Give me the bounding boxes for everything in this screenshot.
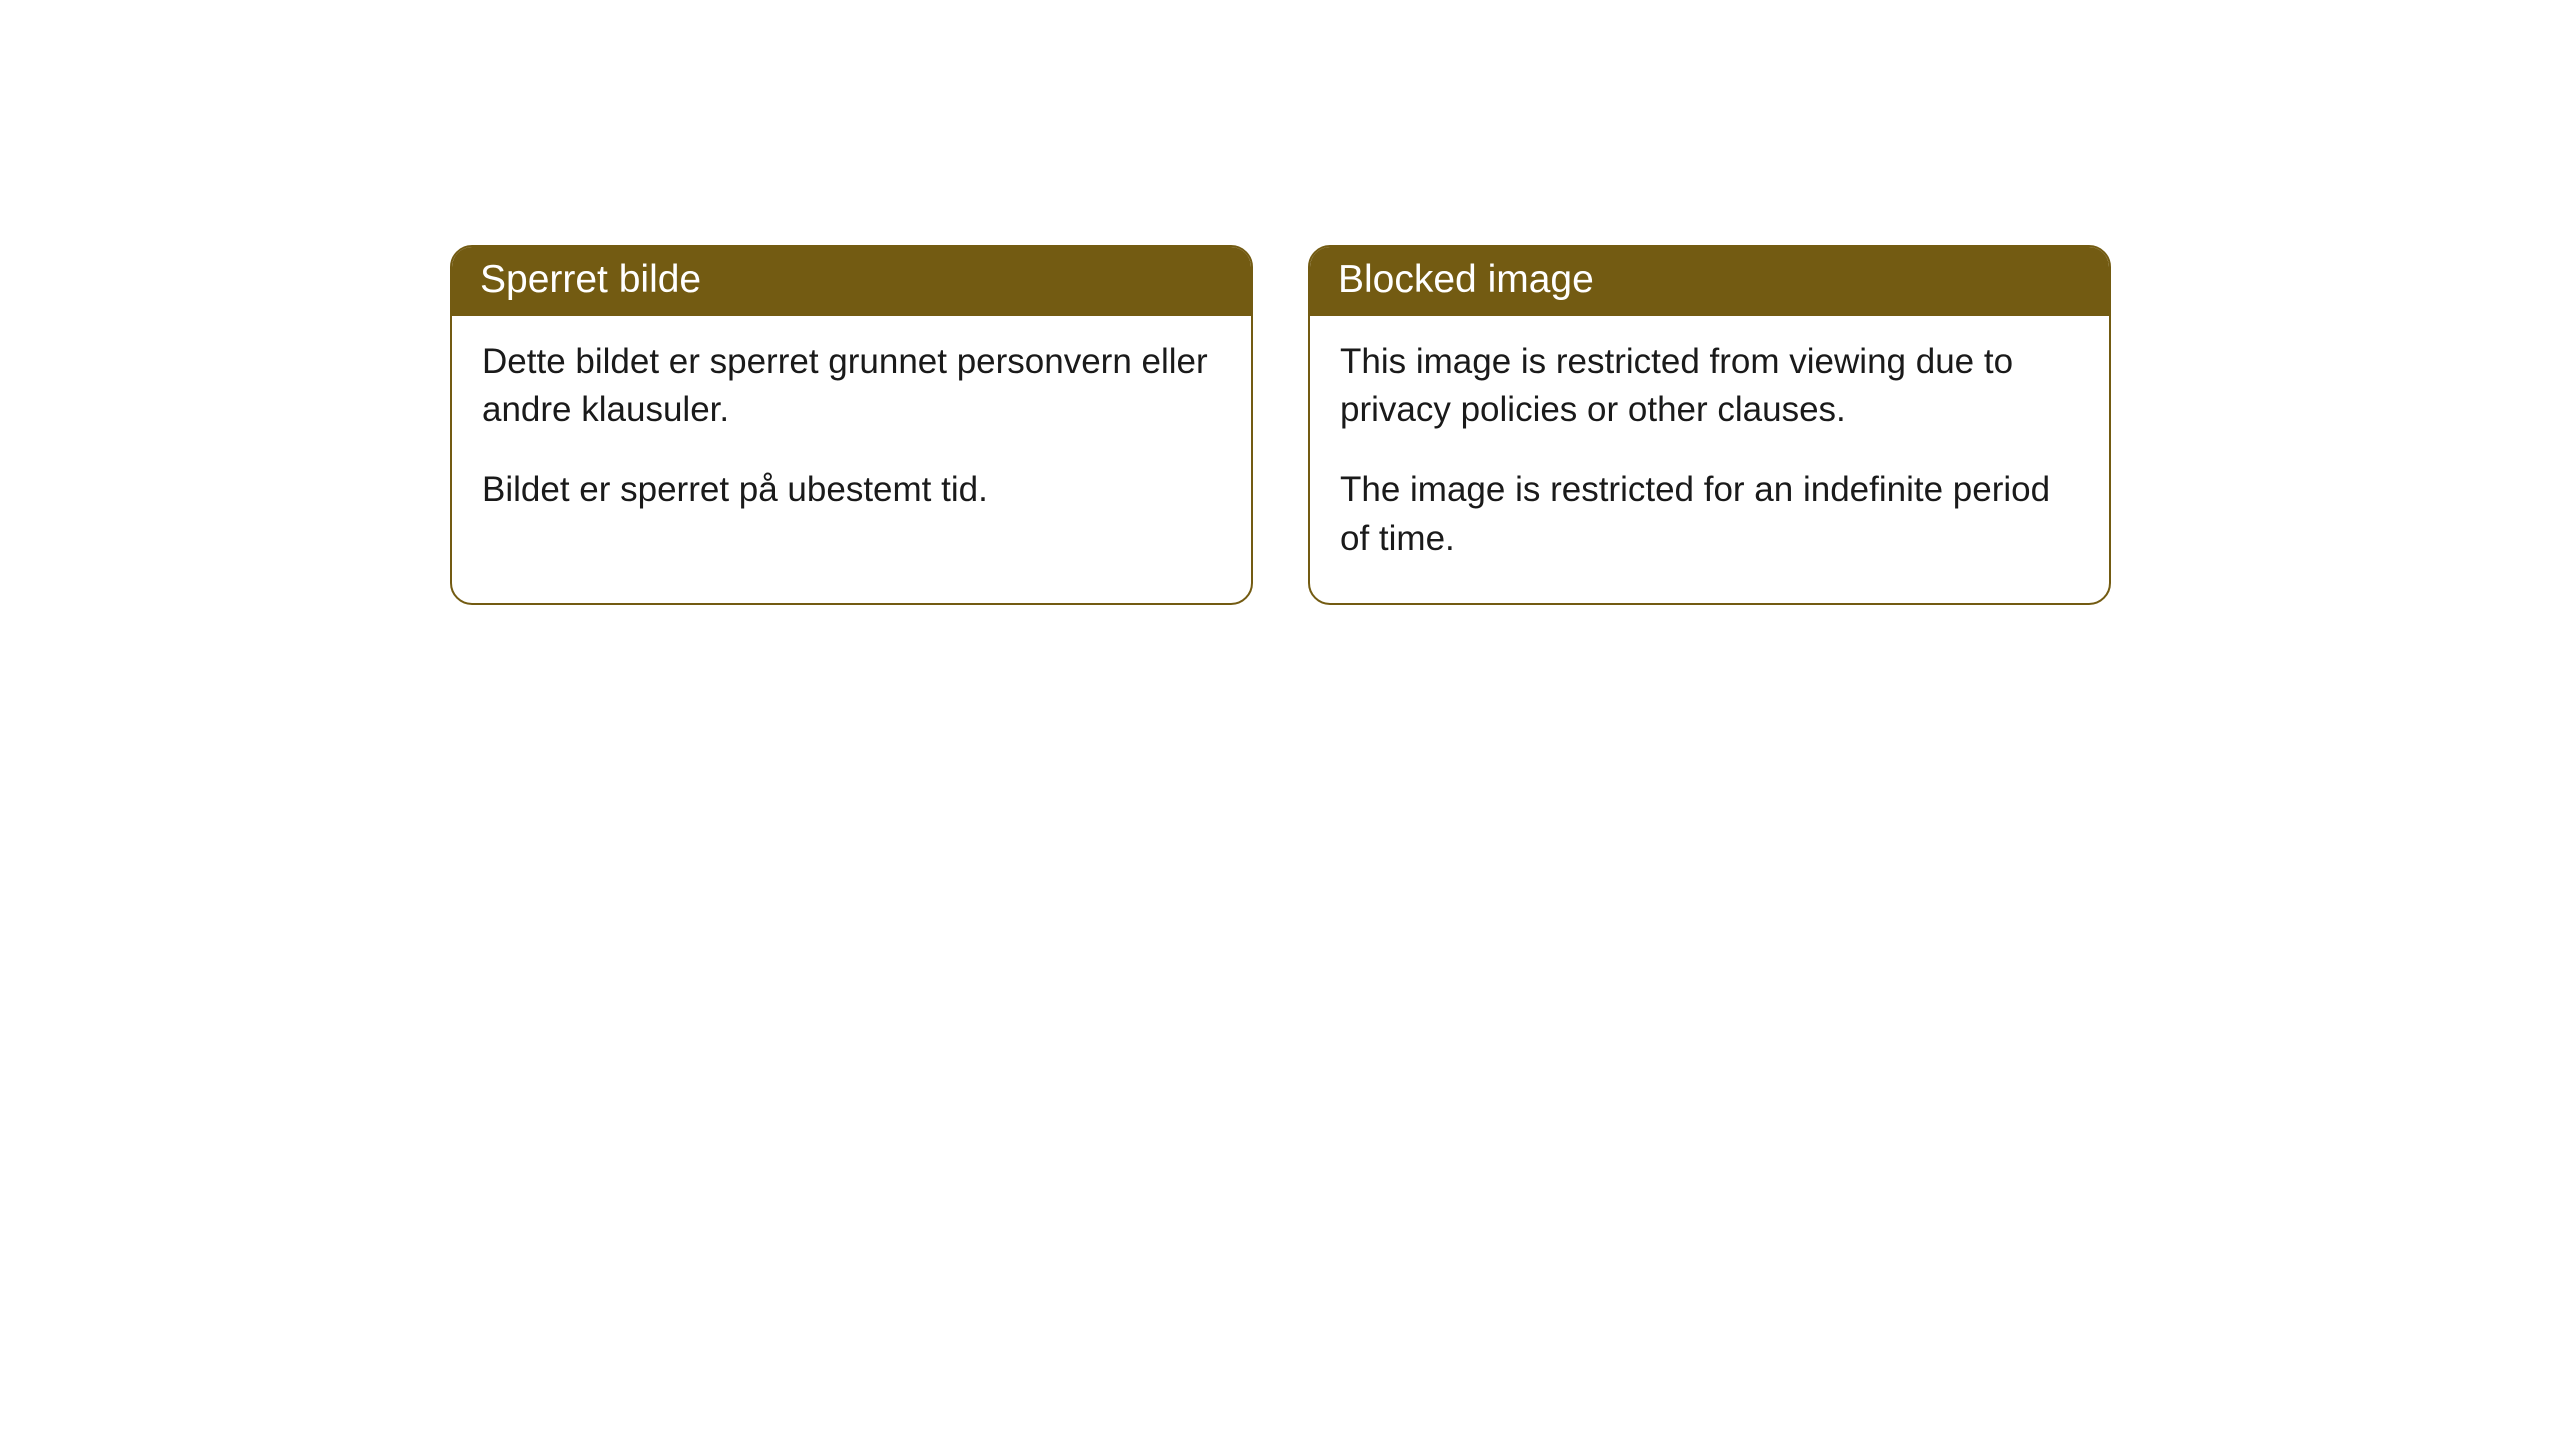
notice-card-english: Blocked image This image is restricted f… [1308,245,2111,605]
card-paragraph: This image is restricted from viewing du… [1340,338,2079,435]
card-paragraph: The image is restricted for an indefinit… [1340,466,2079,563]
card-title: Blocked image [1338,258,1594,301]
card-body: This image is restricted from viewing du… [1310,316,2109,603]
notice-cards-container: Sperret bilde Dette bildet er sperret gr… [450,245,2111,605]
card-paragraph: Dette bildet er sperret grunnet personve… [482,338,1221,435]
card-body: Dette bildet er sperret grunnet personve… [452,316,1251,555]
card-title: Sperret bilde [480,258,701,301]
card-paragraph: Bildet er sperret på ubestemt tid. [482,466,1221,514]
notice-card-norwegian: Sperret bilde Dette bildet er sperret gr… [450,245,1253,605]
card-header: Blocked image [1310,247,2109,316]
card-header: Sperret bilde [452,247,1251,316]
